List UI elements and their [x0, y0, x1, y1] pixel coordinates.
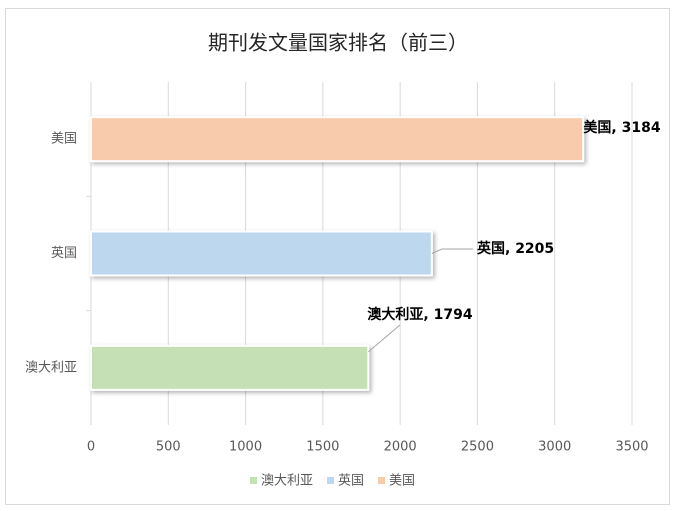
- legend-swatch: [327, 477, 335, 484]
- x-tick-label: 3000: [538, 440, 571, 455]
- data-label: 美国, 3184: [583, 119, 660, 136]
- chart-title: 期刊发文量国家排名（前三）: [208, 31, 468, 55]
- x-tick-label: 3500: [615, 440, 648, 455]
- x-tick-label: 1000: [229, 440, 262, 455]
- x-tick-label: 500: [156, 440, 181, 455]
- leader-line: [367, 324, 401, 353]
- y-tick-label: 澳大利亚: [25, 359, 77, 375]
- data-label: 英国, 2205: [476, 240, 554, 257]
- data-label: 澳大利亚, 1794: [367, 306, 472, 323]
- legend-label: 英国: [338, 474, 364, 489]
- x-tick-label: 2500: [461, 440, 494, 455]
- x-tick-label: 2000: [384, 440, 417, 455]
- y-tick-label: 英国: [51, 246, 77, 261]
- leader-line: [431, 248, 473, 254]
- legend-swatch: [250, 477, 257, 484]
- bar: [90, 344, 370, 391]
- bar: [90, 230, 433, 277]
- y-tick-label: 美国: [51, 132, 77, 147]
- x-tick-label: 1500: [306, 440, 339, 455]
- bar: [90, 116, 585, 163]
- legend-label: 澳大利亚: [261, 473, 313, 489]
- x-tick-label: 0: [87, 440, 95, 455]
- legend-label: 美国: [389, 474, 415, 489]
- legend-swatch: [378, 477, 386, 484]
